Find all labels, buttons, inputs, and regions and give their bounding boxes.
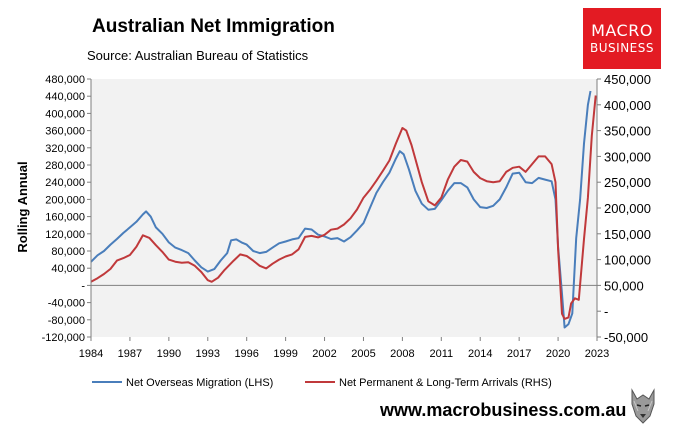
left-tick-label: 480,000: [45, 74, 85, 86]
left-tick-label: 80,000: [51, 246, 85, 258]
left-tick-label: 400,000: [45, 108, 85, 120]
x-tick-label: 1996: [234, 348, 258, 360]
right-tick-label: 50,000: [604, 278, 644, 293]
left-tick-label: 200,000: [45, 194, 85, 206]
left-tick-label: 240,000: [45, 177, 85, 189]
x-tick-label: 1990: [157, 348, 181, 360]
right-tick-label: 100,000: [604, 253, 651, 268]
right-tick-label: 200,000: [604, 201, 651, 216]
left-tick-label: 360,000: [45, 126, 85, 138]
left-tick-label: 320,000: [45, 143, 85, 155]
left-tick-label: -120,000: [42, 332, 85, 344]
right-tick-label: 250,000: [604, 175, 651, 190]
right-tick-label: 450,000: [604, 72, 651, 87]
x-tick-label: 2020: [546, 348, 570, 360]
left-tick-label: 280,000: [45, 160, 85, 172]
right-tick-label: -: [604, 304, 608, 319]
left-tick-label: 40,000: [51, 263, 85, 275]
x-tick-label: 2023: [585, 348, 609, 360]
x-tick-label: 1999: [273, 348, 297, 360]
x-tick-label: 1987: [118, 348, 142, 360]
x-tick-label: 2014: [468, 348, 492, 360]
x-tick-label: 2002: [312, 348, 336, 360]
legend-label-0: Net Overseas Migration (LHS): [126, 377, 273, 389]
x-tick-label: 2008: [390, 348, 414, 360]
macrobusiness-logo: MACRO BUSINESS: [583, 8, 661, 69]
legend-label-1: Net Permanent & Long-Term Arrivals (RHS): [339, 377, 552, 389]
website-url: www.macrobusiness.com.au: [380, 400, 627, 420]
left-tick-label: -80,000: [48, 315, 85, 327]
right-tick-label: 400,000: [604, 98, 651, 113]
chart-title: Australian Net Immigration: [92, 16, 335, 37]
right-tick-label: 300,000: [604, 149, 651, 164]
logo-line-2: BUSINESS: [590, 41, 654, 55]
series-line-0: [90, 90, 592, 329]
left-tick-label: 440,000: [45, 91, 85, 103]
left-tick-label: -: [81, 280, 85, 292]
right-tick-label: -50,000: [604, 330, 648, 345]
chart-source: Source: Australian Bureau of Statistics: [87, 48, 309, 63]
wolf-logo-icon: [626, 384, 660, 426]
left-tick-label: 160,000: [45, 212, 85, 224]
y-axis-label: Rolling Annual: [15, 161, 30, 252]
series-line-1: [90, 95, 597, 320]
x-tick-label: 2017: [507, 348, 531, 360]
plot-area: [91, 79, 597, 337]
x-tick-label: 2011: [429, 348, 453, 360]
x-tick-label: 2005: [351, 348, 375, 360]
logo-line-1: MACRO: [591, 21, 653, 40]
right-tick-label: 350,000: [604, 124, 651, 139]
x-tick-label: 1984: [79, 348, 103, 360]
legend: Net Overseas Migration (LHS) Net Permanen…: [92, 377, 552, 389]
left-tick-label: -40,000: [48, 298, 85, 310]
x-tick-label: 1993: [196, 348, 220, 360]
left-tick-label: 120,000: [45, 229, 85, 241]
right-tick-label: 150,000: [604, 227, 651, 242]
